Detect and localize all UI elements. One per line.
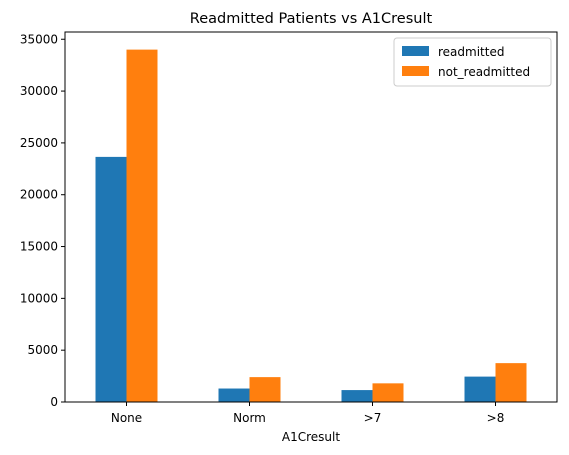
legend-swatch-not-readmitted	[402, 66, 429, 76]
x-axis-label: A1Cresult	[282, 430, 340, 444]
legend-label-not-readmitted: not_readmitted	[438, 65, 530, 79]
y-tick-label: 20000	[20, 188, 58, 202]
x-tick-label: None	[111, 411, 142, 425]
y-tick-label: 25000	[20, 136, 58, 150]
axes-frame	[64, 31, 558, 403]
x-tick-label: >8	[487, 411, 505, 425]
plot-area: None Norm >7 >8 0 5000 10000 15000 20000 25000 300…	[20, 31, 558, 425]
x-tick-label: Norm	[233, 411, 266, 425]
y-tick-label: 10000	[20, 291, 58, 305]
bar-readmitted-3	[464, 376, 496, 402]
legend: readmitted not_readmitted	[393, 37, 552, 87]
bar-readmitted-0	[95, 156, 127, 402]
chart-title: Readmitted Patients vs A1Cresult	[190, 11, 433, 27]
y-tick-label: 35000	[20, 32, 58, 46]
legend-box	[393, 37, 552, 87]
legend-label-readmitted: readmitted	[438, 45, 504, 59]
x-tick-label: >7	[364, 411, 382, 425]
legend-swatch-readmitted	[402, 46, 429, 56]
bar-not-readmitted-3	[495, 363, 527, 402]
bar-not-readmitted-1	[249, 377, 281, 402]
bar-readmitted-2	[341, 390, 373, 402]
y-tick-label: 0	[50, 395, 58, 409]
y-tick-label: 15000	[20, 240, 58, 254]
y-tick-label: 5000	[27, 343, 58, 357]
y-tick-label: 30000	[20, 84, 58, 98]
bar-not-readmitted-2	[372, 383, 404, 402]
bar-not-readmitted-0	[126, 49, 158, 402]
bar-readmitted-1	[218, 388, 250, 402]
